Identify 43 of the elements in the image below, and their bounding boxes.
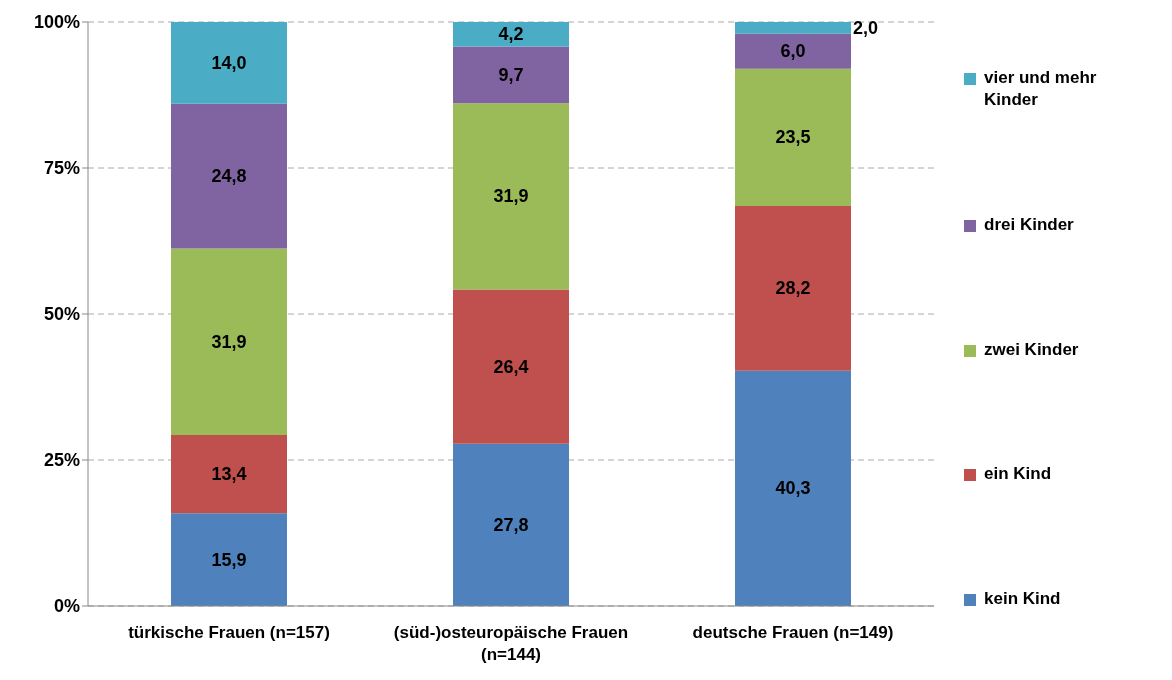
- data-label: 31,9: [493, 186, 529, 207]
- data-label: 2,0: [853, 17, 879, 38]
- bar: [453, 22, 569, 47]
- bar: [171, 22, 287, 104]
- data-label: 27,8: [493, 514, 529, 535]
- bar: [453, 46, 569, 104]
- bar: [453, 289, 569, 444]
- bar: [171, 434, 287, 514]
- bar: [735, 33, 851, 69]
- data-label: 13,4: [211, 464, 247, 485]
- legend-label: drei Kinder: [984, 213, 1074, 236]
- bar: [735, 205, 851, 371]
- x-tick-label: (süd-)osteuropäische Frauen (n=144): [393, 623, 629, 664]
- legend-label: zwei Kinder: [984, 338, 1079, 361]
- y-tick-label: 0%: [53, 596, 80, 617]
- data-label: 24,8: [211, 166, 247, 187]
- y-tick-label: 100%: [33, 12, 80, 33]
- y-tick-label: 75%: [43, 158, 80, 179]
- data-label: 40,3: [775, 478, 811, 499]
- bar: [171, 103, 287, 249]
- x-tick-label: türkische Frauen (n=157): [128, 623, 330, 642]
- data-label: 15,9: [211, 549, 247, 570]
- bar: [453, 103, 569, 290]
- bar: [453, 443, 569, 606]
- y-tick-label: 50%: [43, 304, 80, 325]
- bar: [171, 513, 287, 606]
- legend-label: vier und mehr Kinder: [984, 67, 1098, 111]
- data-label: 14,0: [211, 52, 247, 73]
- y-tick-label: 25%: [43, 450, 80, 471]
- data-label: 4,2: [498, 24, 524, 45]
- data-label: 23,5: [775, 127, 811, 148]
- data-label: 28,2: [775, 278, 811, 299]
- bar: [171, 248, 287, 435]
- data-label: 9,7: [498, 64, 524, 85]
- data-label: 31,9: [211, 331, 247, 352]
- data-label: 26,4: [493, 356, 529, 377]
- legend-label: kein Kind: [984, 588, 1061, 610]
- bar: [735, 22, 851, 34]
- data-label: 6,0: [780, 41, 806, 62]
- bar: [735, 370, 851, 606]
- bar: [735, 68, 851, 206]
- x-tick-label: deutsche Frauen (n=149): [692, 623, 894, 642]
- legend-label: ein Kind: [984, 463, 1052, 486]
